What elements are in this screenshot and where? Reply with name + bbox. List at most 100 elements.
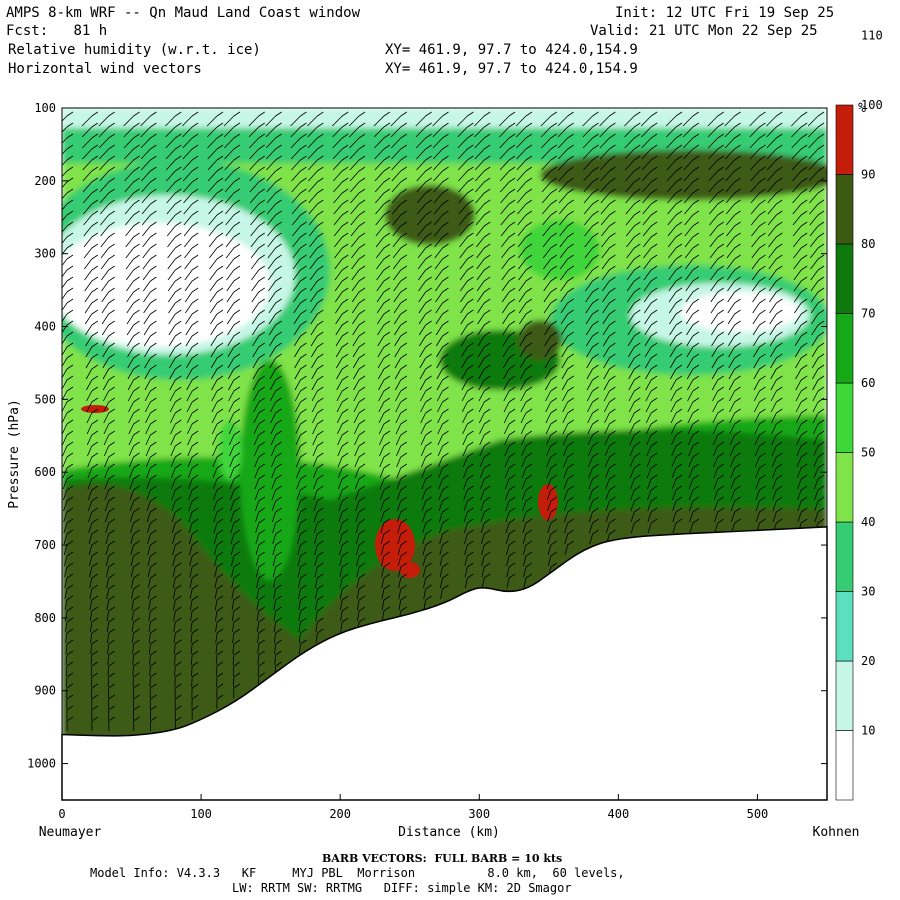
barb-column (290, 111, 307, 655)
barb-stroke (540, 111, 558, 578)
barb-stroke (373, 111, 391, 622)
barb-stroke (457, 111, 474, 589)
x-axis-label: Distance (km) (398, 825, 500, 840)
forecast-hour: Fcst: 81 h (6, 23, 107, 39)
barb-stroke (807, 111, 825, 534)
x-tick-label: 100 (190, 807, 212, 821)
rh-spot-2 (375, 519, 415, 571)
colorbar-tick-label: 70 (861, 307, 875, 321)
y-tick-label: 700 (34, 538, 56, 552)
barb-stroke (123, 111, 140, 732)
barb-stroke (665, 111, 683, 534)
barb-column (206, 111, 224, 710)
barb-column (557, 111, 574, 556)
barb-column (373, 111, 391, 622)
barb-column (181, 111, 199, 721)
barb-stroke (390, 111, 407, 622)
barb-stroke (165, 111, 182, 732)
barb-stroke (348, 111, 366, 633)
barb-column (624, 111, 641, 534)
barb-stroke (724, 111, 741, 534)
barb-stroke (582, 111, 599, 545)
barb-note: BARB VECTORS: FULL BARB = 10 kts (322, 852, 563, 865)
colorbar-bin (835, 730, 854, 801)
barb-column (307, 111, 324, 644)
colorbar-tick-label: 30 (861, 585, 875, 599)
barb-stroke (81, 111, 99, 732)
y-tick-label: 200 (34, 174, 56, 188)
rh-spot-4 (538, 484, 558, 520)
colorbar-tick-label: 10 (861, 724, 875, 738)
valid-time: Valid: 21 UTC Mon 22 Sep 25 (590, 23, 818, 39)
barb-column (540, 111, 558, 578)
rh-plume (240, 360, 300, 580)
field2-label: Horizontal wind vectors (8, 61, 202, 77)
barb-stroke (498, 111, 516, 589)
barb-stroke (791, 111, 808, 534)
barb-stroke (432, 111, 449, 600)
barb-column (599, 111, 616, 545)
barb-column (724, 111, 741, 534)
colorbar-tick-label: 90 (861, 168, 875, 182)
colorbar-tick-label: 80 (861, 237, 875, 251)
barb-column (165, 111, 182, 732)
barb-column (766, 111, 783, 534)
colorbar-bin (835, 174, 854, 245)
barb-column (515, 111, 533, 589)
barb-column (81, 111, 99, 732)
barb-column (332, 111, 349, 633)
barb-stroke (223, 111, 241, 699)
barb-stroke (707, 111, 724, 534)
colorbar-tick-label: 40 (861, 515, 875, 529)
barb-stroke (766, 111, 783, 534)
barb-column (390, 111, 407, 622)
rh-spot-3 (400, 562, 420, 578)
colorbar-tick-label: 20 (861, 654, 875, 668)
y-tick-label: 400 (34, 320, 56, 334)
terrain-mask (61, 526, 828, 801)
colorbar-tick-label: 60 (861, 376, 875, 390)
barb-stroke (515, 111, 533, 589)
y-axis-label: Pressure (hPa) (7, 399, 22, 509)
model-info: Model Info: V4.3.3 KF MYJ PBL Morrison 8… (90, 866, 625, 880)
barb-stroke (474, 111, 491, 589)
y-tick-label: 900 (34, 684, 56, 698)
init-time: Init: 12 UTC Fri 19 Sep 25 (615, 5, 835, 21)
rh-mid-moist-4 (520, 220, 600, 280)
barb-column (415, 111, 432, 611)
rh-mid-moist-1 (385, 185, 475, 245)
chart-title: AMPS 8-km WRF -- Qn Maud Land Coast wind… (6, 5, 361, 21)
barb-column (707, 111, 724, 534)
barb-stroke (640, 111, 658, 534)
barb-column (791, 111, 808, 534)
barb-column (665, 111, 683, 534)
rh-dry-core (62, 223, 270, 347)
colorbar-bin (835, 521, 854, 592)
y-tick-label: 800 (34, 611, 56, 625)
colorbar-tick-label: 50 (861, 446, 875, 460)
barb-stroke (307, 111, 324, 644)
rh-spot-1 (81, 405, 109, 413)
colorbar-bin (835, 243, 854, 314)
barb-stroke (98, 111, 115, 732)
colorbar-tick-label: 110 (861, 29, 883, 43)
barb-column (474, 111, 491, 589)
barb-stroke (206, 111, 224, 710)
plot-frame (61, 107, 828, 801)
fcst-label: Fcst: (6, 23, 49, 39)
barb-column (749, 111, 766, 534)
barb-column (140, 111, 157, 732)
barb-column (457, 111, 474, 589)
x-tick-label: 300 (468, 807, 490, 821)
barb-column (265, 111, 282, 677)
wind-barbs (62, 111, 825, 732)
barb-stroke (332, 111, 349, 633)
x-tick-label: 400 (608, 807, 630, 821)
barb-stroke (181, 111, 199, 721)
field1-label: Relative humidity (w.r.t. ice) (8, 42, 261, 58)
barb-column (807, 111, 825, 534)
physics-info: LW: RRTM SW: RRTMG DIFF: simple KM: 2D S… (232, 881, 572, 895)
right-endpoint-label: Kohnen (813, 825, 860, 840)
barb-stroke (557, 111, 574, 556)
x-tick-label: 200 (329, 807, 351, 821)
